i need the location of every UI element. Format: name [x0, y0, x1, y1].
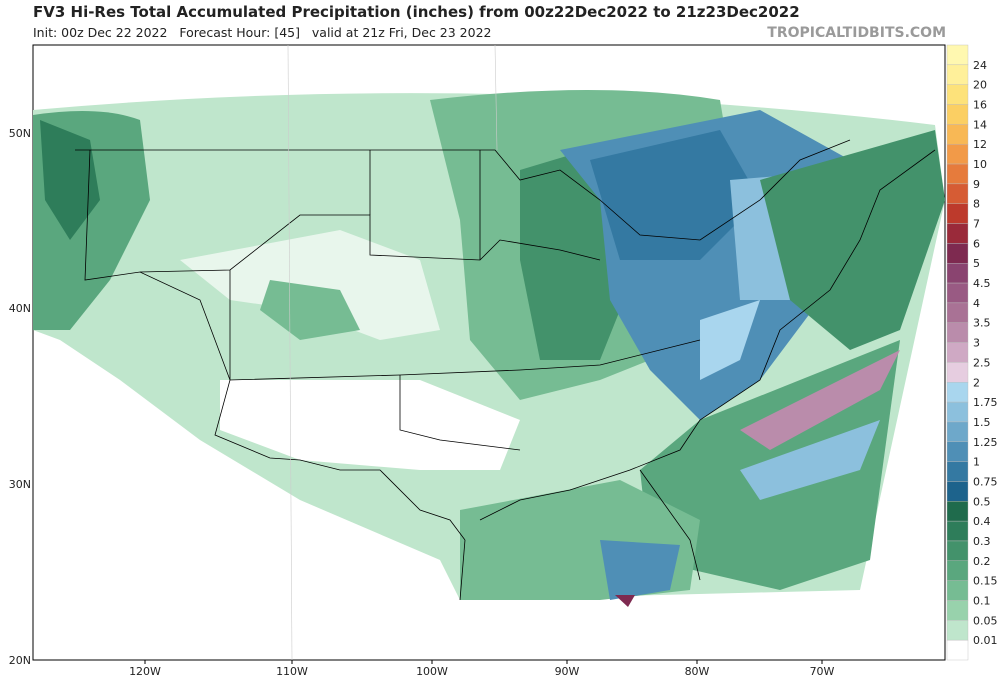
lon-label: 80W — [685, 665, 710, 678]
legend-label: 0.01 — [973, 634, 998, 647]
legend-swatch — [946, 282, 969, 304]
map — [32, 44, 946, 661]
legend-swatch — [946, 481, 969, 502]
legend-swatch — [946, 44, 969, 66]
legend-swatch — [946, 421, 969, 442]
legend-label: 1.5 — [973, 416, 991, 429]
legend-label: 5 — [973, 257, 980, 270]
legend-label: 3.5 — [973, 317, 991, 330]
legend-label: 16 — [973, 99, 987, 112]
legend-label: 10 — [973, 158, 987, 171]
legend-label: 24 — [973, 59, 987, 72]
legend-swatch — [946, 520, 969, 542]
legend-label: 0.2 — [973, 555, 991, 568]
legend-label: 0.75 — [973, 475, 998, 488]
legend-swatch — [946, 580, 969, 601]
legend-label: 0.1 — [973, 594, 991, 607]
lon-label: 100W — [416, 665, 448, 678]
legend-swatch — [946, 600, 969, 621]
legend-swatch — [946, 639, 969, 661]
lon-label: 110W — [276, 665, 308, 678]
legend-label: 7 — [973, 218, 980, 231]
legend-swatch — [946, 441, 969, 462]
axis-labels: 50N 40N 30N 20N 120W 110W 100W 90W 80W 70W — [9, 127, 835, 678]
legend-label: 3 — [973, 337, 980, 350]
legend: 24 20 16 14 12 10 9 8 7 6 5 4.5 4 3.5 3 2.5 2 1.75 1.5 1.25… — [946, 44, 998, 661]
legend-swatch — [946, 382, 969, 403]
legend-swatch — [946, 322, 969, 343]
legend-label: 9 — [973, 178, 980, 191]
legend-swatch — [946, 620, 969, 641]
legend-label: 20 — [973, 79, 987, 92]
legend-swatch — [946, 501, 969, 522]
legend-swatch — [946, 143, 969, 165]
precip-field — [33, 90, 945, 607]
graticule — [287, 44, 498, 661]
legend-swatch — [946, 302, 969, 323]
legend-swatch — [946, 183, 969, 204]
legend-label: 1.75 — [973, 396, 998, 409]
legend-swatch — [946, 64, 969, 85]
legend-label: 4 — [973, 297, 980, 310]
legend-label: 12 — [973, 138, 987, 151]
legend-label: 6 — [973, 237, 980, 250]
legend-swatch — [946, 461, 969, 482]
lon-label: 90W — [555, 665, 580, 678]
legend-swatch — [946, 84, 969, 105]
lat-label: 20N — [9, 654, 31, 667]
lat-label: 40N — [9, 302, 31, 315]
lat-label: 30N — [9, 478, 31, 491]
legend-label: 0.05 — [973, 614, 998, 627]
legend-label: 0.15 — [973, 575, 998, 588]
legend-swatch — [946, 362, 969, 383]
legend-label: 0.4 — [973, 515, 991, 528]
legend-swatch — [946, 560, 969, 581]
legend-swatch — [946, 342, 969, 363]
legend-label: 2 — [973, 376, 980, 389]
legend-label: 1.25 — [973, 436, 998, 449]
lon-label: 70W — [810, 665, 835, 678]
subtitle: Init: 00z Dec 22 2022 Forecast Hour: [45… — [33, 25, 491, 40]
legend-label: 0.5 — [973, 495, 991, 508]
legend-label: 2.5 — [973, 356, 991, 369]
legend-swatch — [946, 163, 969, 185]
legend-swatch — [946, 540, 969, 562]
lat-label: 50N — [9, 127, 31, 140]
legend-swatch — [946, 223, 969, 244]
legend-swatch — [946, 243, 969, 264]
legend-label: 0.3 — [973, 535, 991, 548]
legend-swatch — [946, 203, 969, 224]
legend-label: 1 — [973, 456, 980, 469]
boundaries — [75, 139, 936, 601]
lon-label: 120W — [129, 665, 161, 678]
legend-swatch — [946, 124, 969, 145]
legend-label: 4.5 — [973, 277, 991, 290]
legend-swatch — [946, 263, 969, 284]
legend-label: 14 — [973, 118, 987, 131]
brand: TROPICALTIDBITS.COM — [767, 25, 946, 41]
title: FV3 Hi-Res Total Accumulated Precipitati… — [33, 3, 800, 21]
legend-label: 8 — [973, 198, 980, 211]
legend-swatch — [946, 104, 969, 125]
legend-swatch — [946, 401, 969, 423]
